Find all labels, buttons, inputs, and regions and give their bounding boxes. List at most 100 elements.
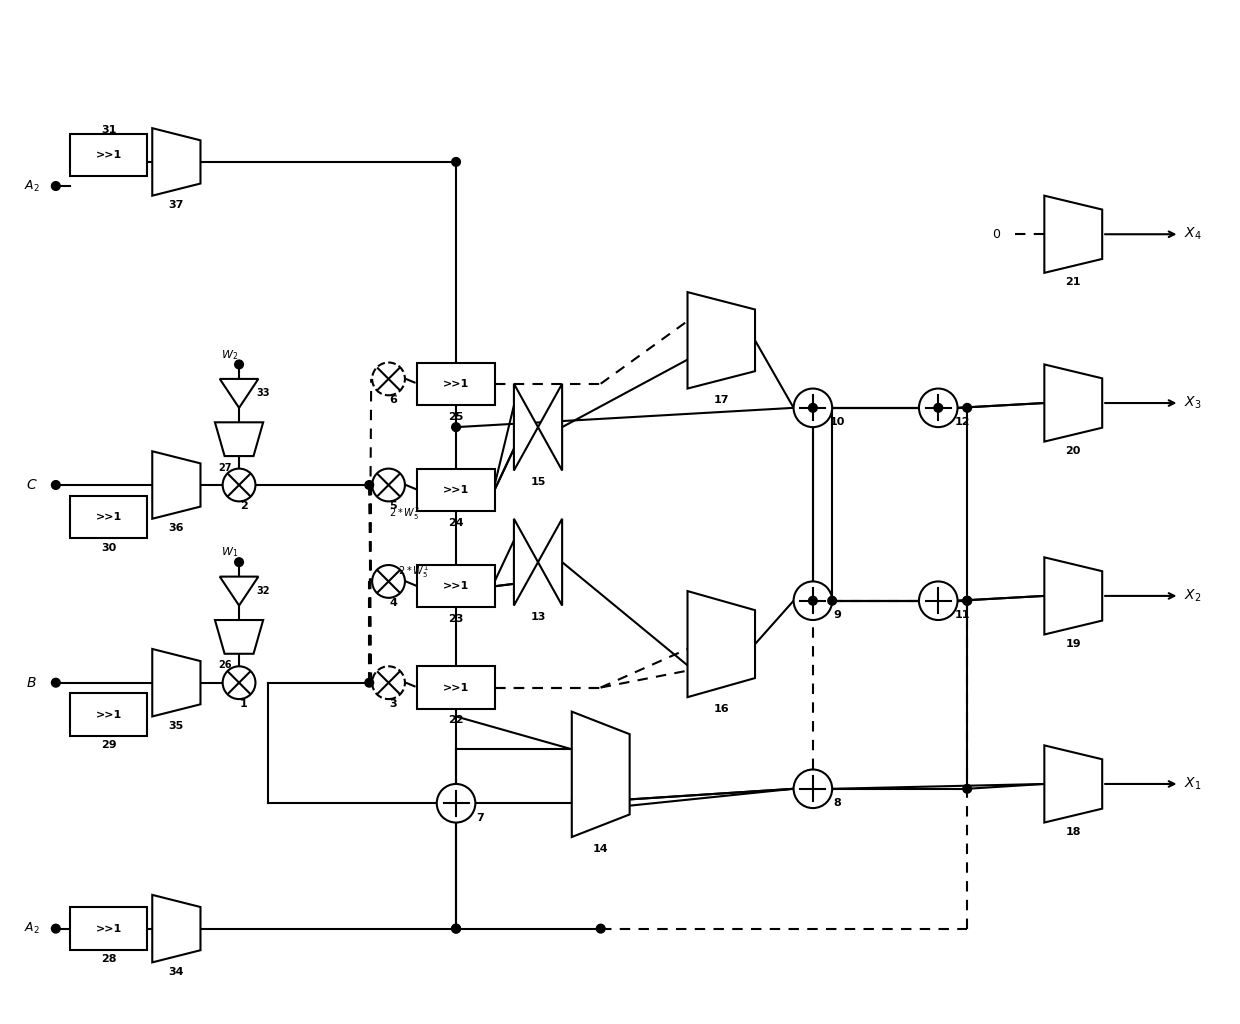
Circle shape bbox=[223, 667, 255, 699]
Polygon shape bbox=[219, 379, 258, 408]
Text: C: C bbox=[27, 478, 37, 492]
Polygon shape bbox=[215, 620, 263, 653]
Circle shape bbox=[962, 784, 971, 794]
Text: 16: 16 bbox=[713, 703, 729, 714]
Polygon shape bbox=[687, 292, 755, 388]
Text: $W_1$: $W_1$ bbox=[221, 546, 238, 559]
Circle shape bbox=[451, 423, 460, 431]
Polygon shape bbox=[153, 895, 201, 963]
Text: 13: 13 bbox=[531, 612, 546, 623]
Circle shape bbox=[794, 582, 832, 620]
Circle shape bbox=[234, 360, 243, 369]
Bar bbox=[71, 907, 148, 950]
Text: 29: 29 bbox=[100, 740, 117, 751]
Polygon shape bbox=[215, 422, 263, 456]
Bar bbox=[418, 667, 495, 709]
Bar bbox=[71, 496, 148, 538]
Circle shape bbox=[962, 596, 971, 605]
Bar bbox=[418, 362, 495, 404]
Circle shape bbox=[794, 388, 832, 427]
Circle shape bbox=[52, 678, 61, 687]
Polygon shape bbox=[153, 649, 201, 717]
Text: $X_2$: $X_2$ bbox=[1184, 588, 1202, 604]
Text: 5: 5 bbox=[389, 501, 397, 511]
Circle shape bbox=[365, 480, 373, 489]
Polygon shape bbox=[1044, 365, 1102, 441]
Text: >>1: >>1 bbox=[95, 710, 122, 720]
Polygon shape bbox=[513, 384, 538, 471]
Text: 8: 8 bbox=[833, 799, 841, 808]
Circle shape bbox=[919, 388, 957, 427]
Text: 32: 32 bbox=[257, 586, 270, 596]
Circle shape bbox=[934, 403, 942, 413]
Bar bbox=[71, 693, 148, 735]
Polygon shape bbox=[538, 384, 562, 471]
Polygon shape bbox=[1044, 557, 1102, 635]
Circle shape bbox=[372, 362, 405, 395]
Text: 17: 17 bbox=[713, 395, 729, 406]
Circle shape bbox=[451, 925, 460, 933]
Text: 9: 9 bbox=[833, 610, 841, 621]
Text: $2*W_5^1$: $2*W_5^1$ bbox=[398, 563, 429, 581]
Text: 35: 35 bbox=[169, 721, 184, 731]
Text: 26: 26 bbox=[218, 660, 232, 671]
Polygon shape bbox=[153, 128, 201, 196]
Circle shape bbox=[372, 565, 405, 598]
Bar bbox=[418, 565, 495, 607]
Text: 21: 21 bbox=[1065, 278, 1081, 288]
Polygon shape bbox=[1044, 745, 1102, 822]
Text: 28: 28 bbox=[102, 954, 117, 965]
Circle shape bbox=[372, 667, 405, 699]
Polygon shape bbox=[153, 452, 201, 519]
Circle shape bbox=[52, 925, 61, 933]
Text: 25: 25 bbox=[449, 412, 464, 422]
Text: 6: 6 bbox=[389, 395, 397, 406]
Bar bbox=[418, 469, 495, 511]
Circle shape bbox=[808, 596, 817, 605]
Circle shape bbox=[828, 596, 837, 605]
Polygon shape bbox=[538, 519, 562, 605]
Circle shape bbox=[234, 558, 243, 566]
Text: B: B bbox=[27, 676, 36, 690]
Text: 19: 19 bbox=[1065, 639, 1081, 649]
Circle shape bbox=[919, 582, 957, 620]
Text: >>1: >>1 bbox=[443, 379, 469, 389]
Text: 0: 0 bbox=[992, 227, 1001, 241]
Text: 4: 4 bbox=[389, 598, 397, 607]
Text: >>1: >>1 bbox=[95, 151, 122, 160]
Text: $A_2$: $A_2$ bbox=[24, 921, 40, 936]
Text: 36: 36 bbox=[169, 523, 184, 534]
Text: 3: 3 bbox=[389, 699, 397, 709]
Circle shape bbox=[794, 769, 832, 808]
Text: >>1: >>1 bbox=[95, 512, 122, 522]
Polygon shape bbox=[572, 712, 630, 837]
Text: 20: 20 bbox=[1065, 446, 1081, 457]
Circle shape bbox=[451, 158, 460, 166]
Text: $W_2$: $W_2$ bbox=[221, 348, 238, 361]
Text: 24: 24 bbox=[448, 517, 464, 527]
Text: >>1: >>1 bbox=[443, 683, 469, 692]
Text: 15: 15 bbox=[531, 477, 546, 487]
Polygon shape bbox=[687, 591, 755, 697]
Text: $X_3$: $X_3$ bbox=[1184, 395, 1202, 412]
Circle shape bbox=[52, 480, 61, 489]
Text: 22: 22 bbox=[449, 716, 464, 725]
Text: $X_4$: $X_4$ bbox=[1184, 226, 1202, 243]
Circle shape bbox=[52, 181, 61, 190]
Text: 10: 10 bbox=[830, 418, 844, 427]
Text: $A_2$: $A_2$ bbox=[24, 178, 40, 194]
Text: 12: 12 bbox=[955, 418, 970, 427]
Circle shape bbox=[436, 784, 475, 822]
Text: 23: 23 bbox=[449, 614, 464, 624]
Circle shape bbox=[365, 678, 373, 687]
Text: >>1: >>1 bbox=[443, 582, 469, 591]
Text: 37: 37 bbox=[169, 201, 184, 210]
Text: $X_1$: $X_1$ bbox=[1184, 776, 1202, 793]
Bar bbox=[71, 134, 148, 176]
Text: 34: 34 bbox=[169, 967, 184, 977]
Text: >>1: >>1 bbox=[95, 924, 122, 934]
Text: 2: 2 bbox=[241, 501, 248, 511]
Text: 7: 7 bbox=[476, 813, 484, 822]
Circle shape bbox=[596, 925, 605, 933]
Text: 14: 14 bbox=[593, 844, 609, 854]
